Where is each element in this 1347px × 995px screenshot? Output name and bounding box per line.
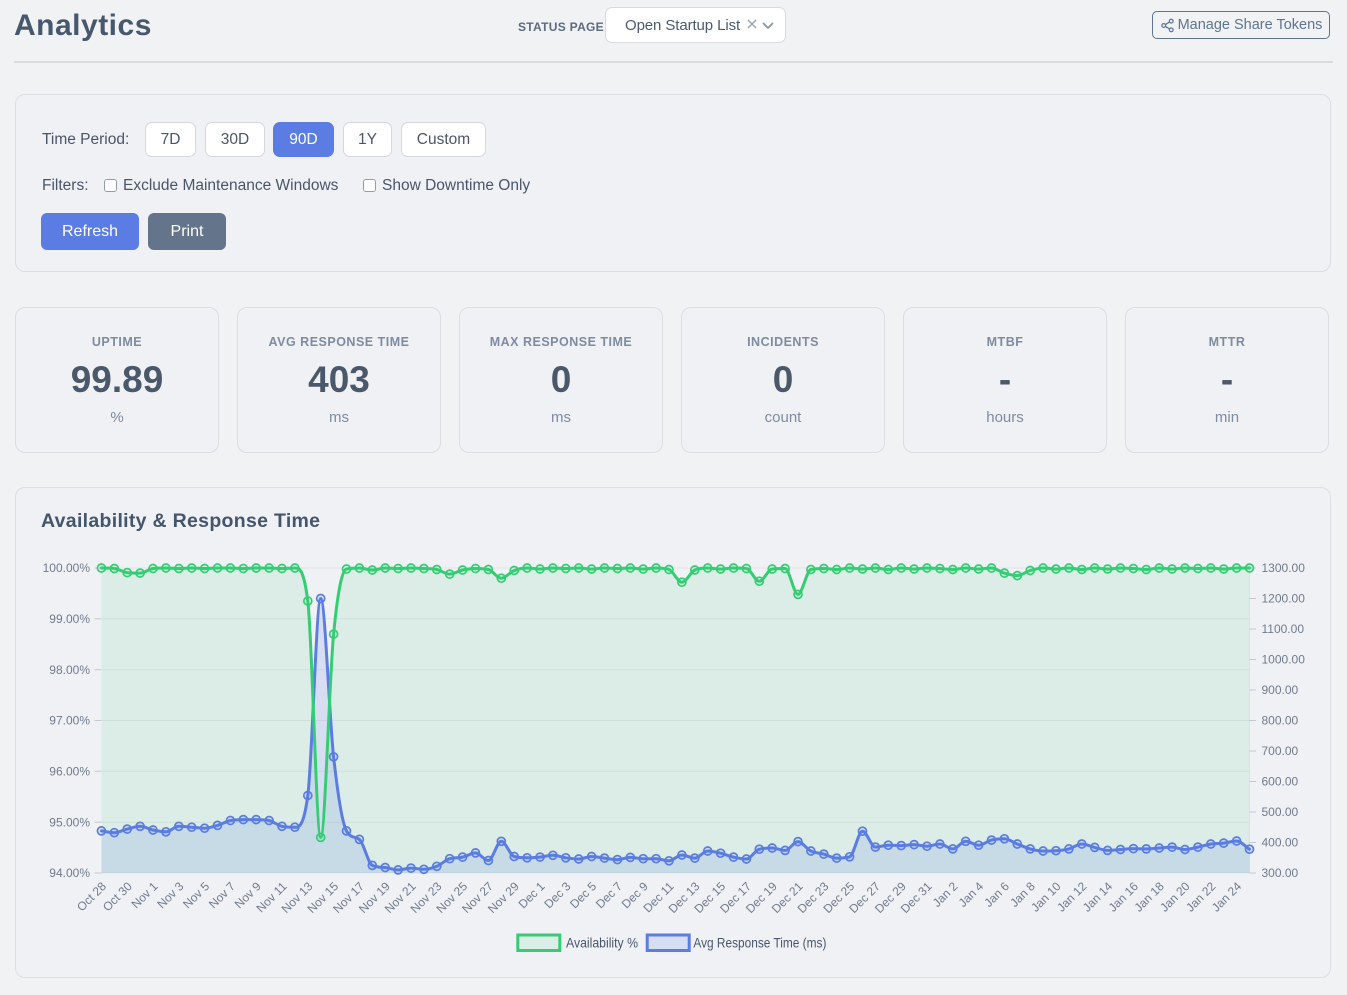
svg-text:Dec 3: Dec 3 [541, 879, 573, 911]
svg-text:97.00%: 97.00% [49, 714, 90, 728]
svg-text:99.00%: 99.00% [49, 612, 90, 626]
svg-text:300.00: 300.00 [1262, 866, 1299, 880]
svg-text:Nov 1: Nov 1 [129, 879, 161, 911]
svg-text:700.00: 700.00 [1262, 744, 1299, 758]
svg-text:Nov 7: Nov 7 [206, 879, 238, 911]
svg-text:100.00%: 100.00% [43, 561, 91, 575]
svg-text:Availability %: Availability % [566, 935, 638, 951]
svg-text:94.00%: 94.00% [49, 866, 90, 880]
svg-text:Oct 30: Oct 30 [100, 879, 135, 914]
svg-text:1200.00: 1200.00 [1262, 592, 1306, 606]
svg-text:Jan 6: Jan 6 [981, 879, 1012, 910]
svg-text:1300.00: 1300.00 [1262, 561, 1306, 575]
svg-text:Avg Response Time (ms): Avg Response Time (ms) [693, 935, 826, 951]
svg-text:1000.00: 1000.00 [1262, 653, 1306, 667]
svg-text:Dec 5: Dec 5 [567, 879, 599, 911]
svg-text:600.00: 600.00 [1262, 775, 1299, 789]
svg-text:Jan 24: Jan 24 [1209, 879, 1245, 915]
svg-text:800.00: 800.00 [1262, 714, 1299, 728]
svg-text:Jan 2: Jan 2 [930, 879, 961, 910]
svg-text:900.00: 900.00 [1262, 683, 1299, 697]
svg-text:400.00: 400.00 [1262, 836, 1299, 850]
svg-text:98.00%: 98.00% [49, 663, 90, 677]
svg-text:96.00%: 96.00% [49, 765, 90, 779]
svg-text:Jan 4: Jan 4 [956, 879, 987, 910]
svg-text:1100.00: 1100.00 [1262, 622, 1305, 636]
svg-text:Nov 5: Nov 5 [180, 879, 212, 911]
svg-text:Nov 3: Nov 3 [154, 879, 186, 911]
svg-text:500.00: 500.00 [1262, 805, 1299, 819]
svg-text:Dec 1: Dec 1 [516, 879, 548, 911]
svg-text:95.00%: 95.00% [49, 815, 90, 829]
svg-text:Dec 7: Dec 7 [593, 879, 625, 911]
